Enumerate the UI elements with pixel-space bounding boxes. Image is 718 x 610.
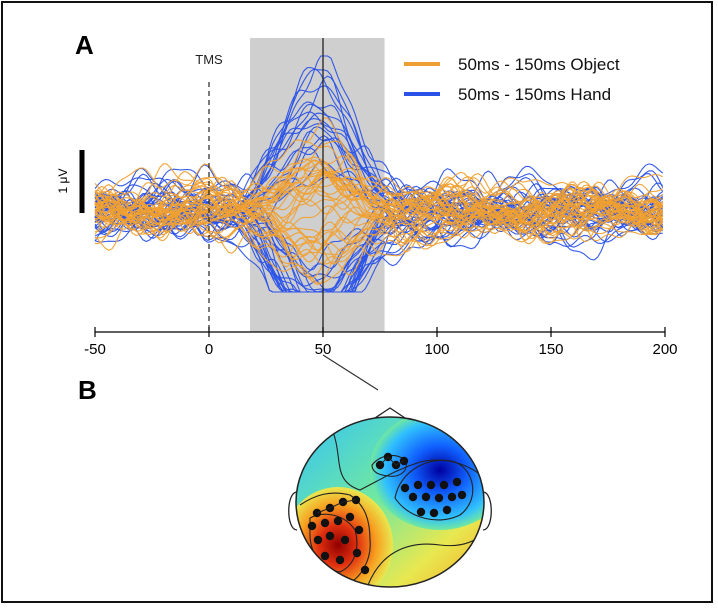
topomap-contour-1: [394, 459, 474, 521]
x-tick-label-100: 100: [424, 341, 449, 358]
x-tick-label-50: 50: [315, 341, 332, 358]
trace-object-28: [94, 170, 664, 229]
electrode-31: [352, 548, 362, 558]
panel-b-label: B: [78, 375, 97, 405]
electrode-7: [439, 480, 449, 490]
trace-object-24: [94, 154, 664, 238]
electrode-cluster-line-0: [379, 456, 405, 466]
electrode-24: [345, 512, 355, 522]
tms-label: TMS: [195, 52, 223, 67]
electrode-30: [335, 555, 345, 565]
trace-object-18: [94, 174, 663, 222]
trace-object-9: [94, 140, 664, 231]
x-tick-label-150: 150: [538, 341, 563, 358]
head-left-ear: [288, 491, 298, 531]
electrode-9: [408, 492, 418, 502]
legend-label-1: 50ms - 150ms Hand: [458, 85, 611, 104]
electrode-21: [307, 521, 317, 531]
panel-a-label: A: [75, 30, 94, 60]
electrode-23: [333, 516, 343, 526]
electrode-27: [340, 535, 350, 545]
x-tick-label--50: -50: [84, 341, 106, 358]
figure-border: [1, 1, 713, 603]
trace-object-39: [94, 166, 664, 243]
legend-label-0: 50ms - 150ms Object: [458, 55, 620, 74]
electrode-11: [434, 493, 444, 503]
trace-object-38: [94, 160, 664, 224]
electrode-15: [442, 505, 452, 515]
trace-object-36: [94, 155, 663, 229]
electrode-25: [313, 535, 323, 545]
electrode-8: [452, 477, 462, 487]
electrode-14: [429, 508, 439, 518]
electrode-10: [421, 492, 431, 502]
electrode-6: [426, 480, 436, 490]
electrode-5: [413, 480, 423, 490]
electrode-32: [360, 565, 370, 575]
trace-object-31: [94, 163, 663, 230]
scale-bar-label: 1 μV: [56, 169, 70, 194]
electrode-28: [354, 525, 364, 535]
trace-object-29: [94, 197, 664, 256]
topomap-pointer-line: [322, 354, 379, 391]
electrode-26: [325, 531, 335, 541]
electrode-29: [320, 551, 330, 561]
electrode-22: [320, 518, 330, 528]
electrode-13: [416, 507, 426, 517]
x-tick-label-0: 0: [205, 341, 213, 358]
trace-object-11: [94, 196, 663, 284]
electrode-4: [400, 483, 410, 493]
head-right-ear: [482, 491, 492, 531]
trace-object-37: [94, 117, 664, 225]
head-outline: [295, 416, 485, 588]
electrode-12: [447, 492, 457, 502]
electrode-16: [457, 490, 467, 500]
x-tick-label-200: 200: [652, 341, 677, 358]
electrode-cluster-line-1: [316, 499, 357, 514]
